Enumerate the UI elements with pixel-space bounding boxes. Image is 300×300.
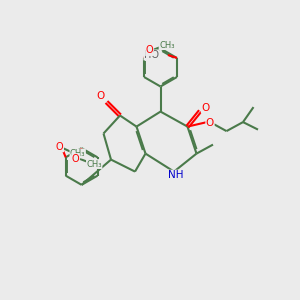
Text: O: O	[96, 91, 105, 101]
Text: O: O	[206, 118, 214, 128]
Text: O: O	[56, 142, 64, 152]
Text: O: O	[72, 154, 80, 164]
Text: NH: NH	[168, 170, 183, 180]
Text: CH₃: CH₃	[70, 149, 86, 158]
Text: CH₃: CH₃	[86, 160, 102, 169]
Text: CH₃: CH₃	[159, 40, 175, 50]
Text: O: O	[146, 46, 153, 56]
Text: HO: HO	[144, 50, 159, 60]
Text: O: O	[201, 103, 210, 113]
